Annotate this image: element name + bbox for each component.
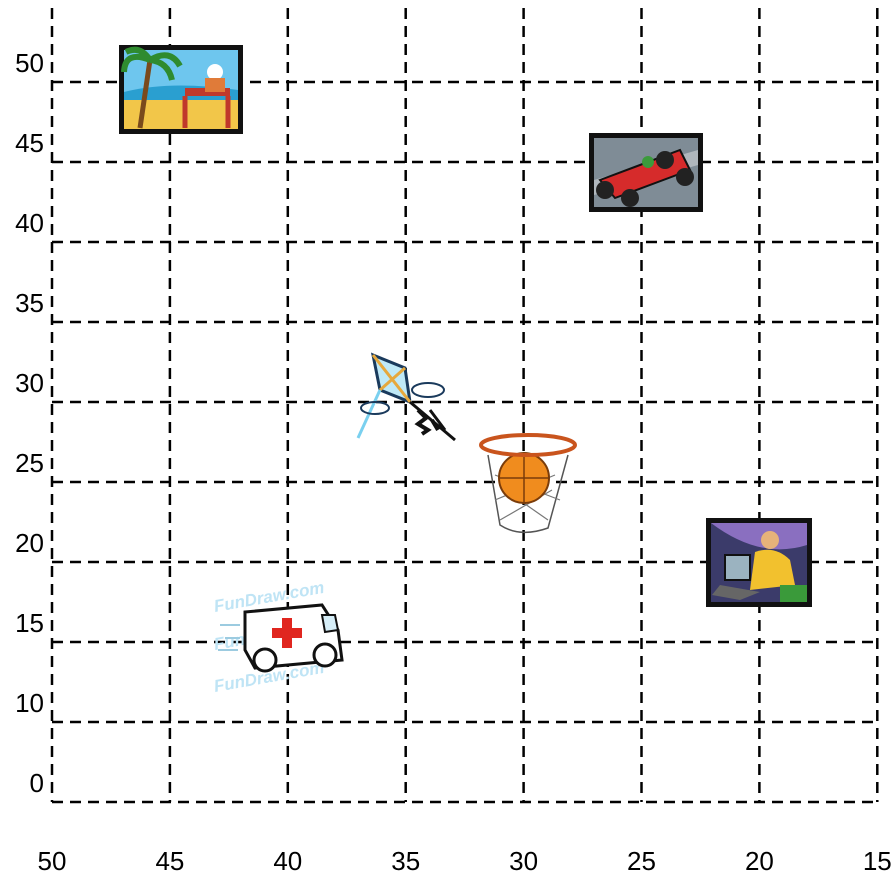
ambulance-icon: FunDraw.com FunDraw.com FunDraw.com (212, 578, 342, 696)
race-car-icon (589, 133, 703, 212)
x-label: 20 (745, 846, 774, 876)
beach-icon (119, 45, 243, 134)
y-label: 10 (15, 688, 44, 718)
basketball-icon (481, 435, 575, 532)
y-label: 40 (15, 208, 44, 238)
y-label: 20 (15, 528, 44, 558)
y-label: 45 (15, 128, 44, 158)
y-label: 30 (15, 368, 44, 398)
y-label: 50 (15, 48, 44, 78)
y-label: 35 (15, 288, 44, 318)
y-label: 25 (15, 448, 44, 478)
x-label: 45 (155, 846, 184, 876)
x-label: 30 (509, 846, 538, 876)
x-label: 25 (627, 846, 656, 876)
y-label: 15 (15, 608, 44, 638)
grid-scene: 50 45 40 35 30 25 20 15 50 45 40 35 30 25 20 15 10 0 (0, 0, 895, 880)
x-label: 40 (273, 846, 302, 876)
x-label: 50 (38, 846, 67, 876)
x-label: 15 (863, 846, 892, 876)
y-label: 0 (30, 768, 44, 798)
x-label: 35 (391, 846, 420, 876)
computer-user-icon (706, 518, 812, 607)
